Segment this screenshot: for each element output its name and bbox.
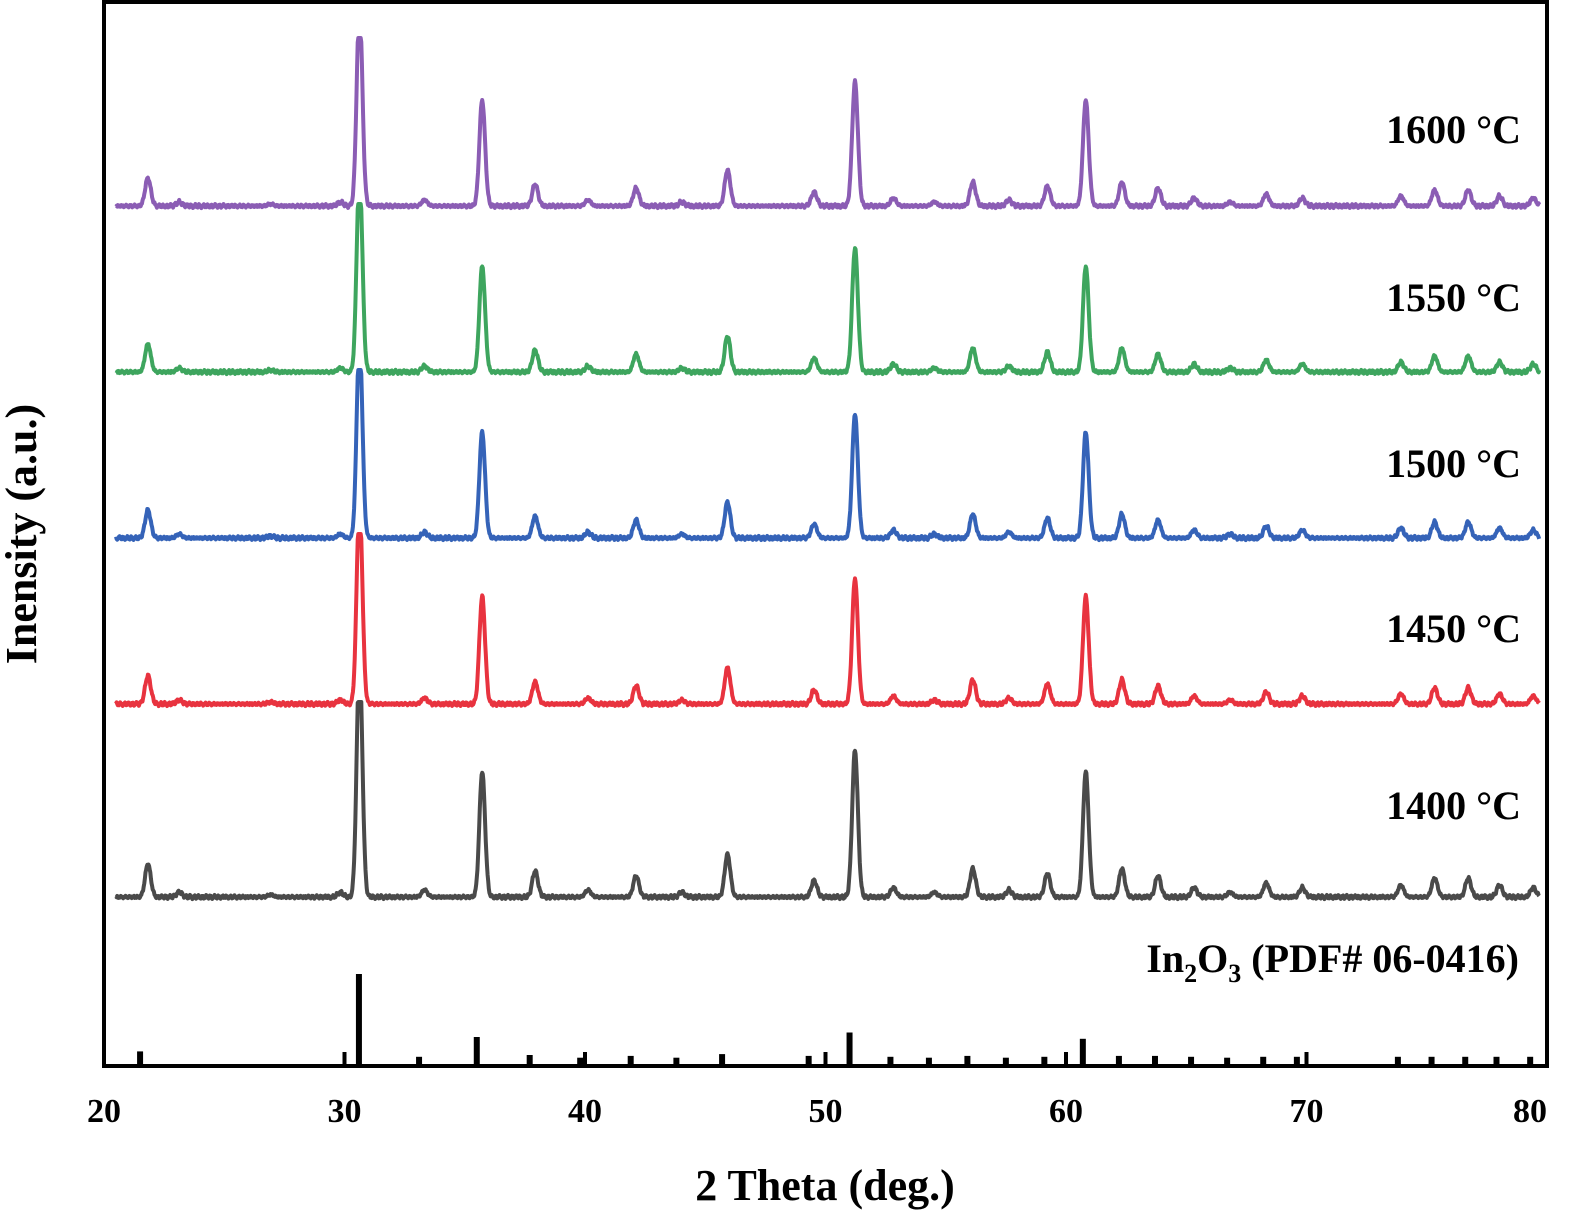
series-line (114, 36, 1542, 211)
series-group: 1400 °C 1450 °C 1500 °C 1550 °C 1600 °C (114, 36, 1542, 902)
reference-pattern (137, 974, 1534, 1064)
x-axis-ticks: 20 30 40 50 60 70 80 (87, 1052, 1549, 1130)
series-line (114, 202, 1542, 377)
plot-frame (102, 0, 1549, 1068)
x-tick-label: 40 (568, 1093, 602, 1130)
series-label: 1500 °C (1386, 441, 1521, 486)
reference-label: In2O3 (PDF# 06-0416) (1146, 936, 1519, 988)
x-axis-title: 2 Theta (deg.) (695, 1161, 955, 1210)
x-tick-label: 70 (1290, 1093, 1324, 1130)
series-label: 1600 °C (1386, 107, 1521, 152)
x-tick-label: 80 (1513, 1093, 1547, 1130)
series-label: 1400 °C (1386, 783, 1521, 828)
x-tick-label: 60 (1049, 1093, 1083, 1130)
x-tick-label: 30 (328, 1093, 362, 1130)
x-tick-label: 50 (809, 1093, 843, 1130)
y-axis-title: Inensity (a.u.) (0, 404, 46, 664)
series-line (114, 532, 1541, 709)
x-tick-label: 20 (87, 1093, 121, 1130)
series-line (114, 700, 1541, 902)
series-label: 1450 °C (1386, 606, 1521, 651)
series-label: 1550 °C (1386, 275, 1521, 320)
series-line (114, 368, 1542, 543)
